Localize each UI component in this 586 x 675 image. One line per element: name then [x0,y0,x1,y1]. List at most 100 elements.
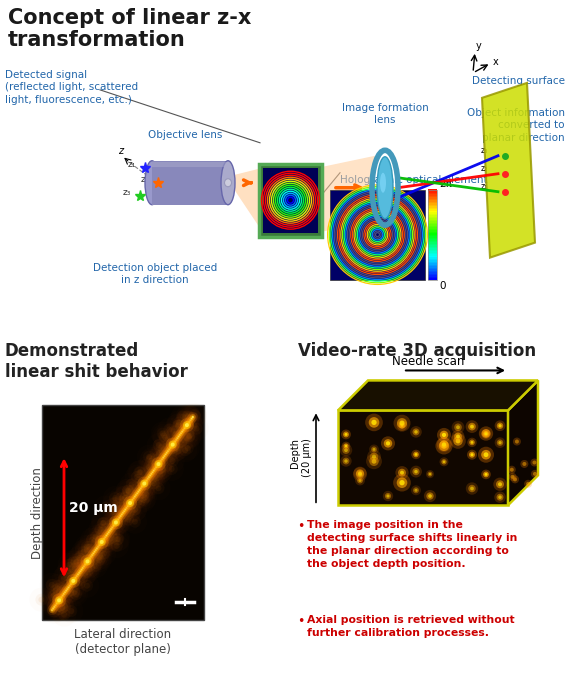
Circle shape [91,549,103,561]
Circle shape [177,432,183,438]
Circle shape [160,431,166,437]
Circle shape [94,540,104,550]
Circle shape [166,446,178,458]
Circle shape [74,565,80,571]
Circle shape [154,465,166,477]
Circle shape [172,443,173,446]
Circle shape [180,430,183,433]
Circle shape [168,449,170,450]
Circle shape [52,595,58,601]
Circle shape [97,526,104,533]
Circle shape [96,538,101,544]
Circle shape [397,477,407,488]
Circle shape [154,462,165,475]
Circle shape [130,491,140,502]
Circle shape [161,458,163,460]
Ellipse shape [145,161,159,205]
Circle shape [106,532,118,544]
Text: Concept of linear z-x
transformation: Concept of linear z-x transformation [8,8,251,51]
Circle shape [73,559,79,565]
Circle shape [189,409,200,421]
Circle shape [186,414,197,424]
Circle shape [127,496,137,506]
Circle shape [177,410,189,423]
Circle shape [83,558,91,566]
Circle shape [182,410,194,422]
Circle shape [93,563,98,569]
Bar [428,254,437,256]
Circle shape [192,412,197,418]
Circle shape [161,458,163,461]
Bar [428,250,437,252]
Circle shape [130,500,133,503]
Circle shape [91,554,94,556]
Circle shape [162,453,168,459]
Circle shape [69,608,74,614]
Text: Depth direction: Depth direction [30,467,43,559]
Circle shape [133,497,134,499]
Circle shape [168,441,180,453]
Circle shape [127,500,133,506]
Text: Holographic optical element: Holographic optical element [340,175,488,185]
Circle shape [153,439,165,451]
Circle shape [146,469,156,479]
Circle shape [147,472,153,479]
Circle shape [192,416,193,418]
Circle shape [359,479,362,482]
Circle shape [135,487,148,500]
Text: 20 μm: 20 μm [69,501,118,515]
Circle shape [99,534,109,543]
Text: 2π: 2π [439,179,452,189]
Circle shape [120,510,126,516]
Bar [428,206,437,208]
Circle shape [399,480,405,485]
Circle shape [84,569,90,575]
Text: 0: 0 [439,281,445,290]
Circle shape [98,526,110,538]
Circle shape [152,469,155,472]
Circle shape [111,507,124,519]
Circle shape [145,466,158,478]
Text: Detected signal
(reflected light, scattered
light, fluorescence, etc.): Detected signal (reflected light, scatte… [5,70,138,105]
Circle shape [55,599,61,605]
Circle shape [184,412,196,424]
Circle shape [386,441,390,446]
Circle shape [49,602,59,612]
Circle shape [78,553,84,559]
Circle shape [177,435,180,438]
Circle shape [100,522,113,535]
Circle shape [117,510,129,522]
Circle shape [170,427,182,439]
Circle shape [81,543,93,556]
Circle shape [111,513,123,525]
Circle shape [342,446,350,454]
Circle shape [128,504,141,516]
Circle shape [98,535,108,545]
Circle shape [89,537,95,543]
Circle shape [94,540,100,546]
Circle shape [124,499,137,511]
Circle shape [115,502,127,514]
Circle shape [140,492,146,498]
Circle shape [101,529,107,535]
Circle shape [173,431,183,441]
Circle shape [98,539,105,545]
Circle shape [137,487,149,499]
Circle shape [152,471,154,473]
Circle shape [49,599,61,612]
Circle shape [120,513,126,519]
Polygon shape [235,168,263,233]
Bar [428,243,437,245]
Circle shape [114,505,126,517]
Circle shape [120,508,127,514]
Circle shape [111,526,114,529]
Circle shape [103,526,110,532]
Circle shape [50,609,53,612]
Bar [428,260,437,262]
Circle shape [96,551,102,557]
Circle shape [53,605,56,608]
Circle shape [86,554,92,560]
Circle shape [71,565,83,576]
Circle shape [39,597,45,603]
Circle shape [400,421,404,426]
